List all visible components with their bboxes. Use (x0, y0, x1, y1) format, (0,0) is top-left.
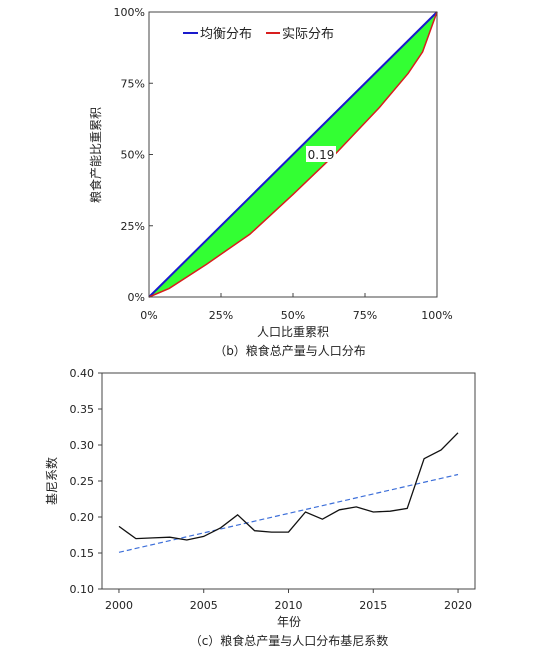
gini-y-tick-label: 0.20 (70, 511, 95, 524)
gini-y-tick-label: 0.15 (70, 547, 95, 560)
gini-y-tick-label: 0.25 (70, 475, 95, 488)
lorenz-caption: （b）粮食总产量与人口分布 (214, 343, 366, 358)
lorenz-y-tick-label: 0% (128, 291, 145, 304)
gini-trend-line (118, 473, 459, 553)
lorenz-x-tick-label: 50% (281, 309, 305, 322)
gini-y-tick-label: 0.10 (70, 583, 95, 596)
lorenz-y-tick-label: 100% (114, 6, 145, 19)
gini-x-tick-label: 2010 (275, 599, 303, 612)
lorenz-x-tick-label: 0% (140, 309, 157, 322)
gini-x-tick-label: 2020 (444, 599, 472, 612)
legend-label-actual: 实际分布 (282, 27, 334, 42)
lorenz-y-tick-label: 50% (121, 149, 145, 162)
gini-x-axis-label: 年份 (277, 615, 301, 629)
gini-chart: 2000 2005 2010 2015 2020 0.10 0.15 0.20 0.25 0.30… (44, 367, 476, 648)
gini-y-tick-label: 0.35 (70, 403, 95, 416)
gini-y-tick-label: 0.40 (70, 367, 95, 380)
lorenz-x-axis-label: 人口比重累积 (257, 325, 329, 339)
equal-distribution-line (148, 11, 438, 298)
lorenz-y-tick-label: 75% (121, 77, 145, 90)
gini-tick-labels: 2000 2005 2010 2015 2020 0.10 0.15 0.20 0.25 0.30… (70, 367, 473, 612)
lorenz-plot-frame (148, 11, 438, 298)
gini-plot-frame (101, 372, 476, 590)
lorenz-y-tick-label: 25% (121, 220, 145, 233)
gini-x-tick-label: 2005 (190, 599, 218, 612)
lorenz-y-axis-label: 粮食产能比重累积 (88, 107, 103, 203)
lorenz-tick-labels: 0% 25% 50% 75% 100% 0% 25% 50% 75% 100% (114, 6, 453, 322)
gini-series-line (118, 432, 459, 541)
lorenz-x-tick-label: 75% (353, 309, 377, 322)
gini-annotation: 0.19 (308, 148, 335, 162)
gini-annotation-box (306, 146, 336, 162)
lorenz-x-tick-label: 100% (421, 309, 452, 322)
gini-x-tick-label: 2015 (359, 599, 387, 612)
gini-y-axis-label: 基尼系数 (44, 457, 59, 505)
legend-label-equal: 均衡分布 (200, 27, 252, 42)
gini-y-tick-label: 0.30 (70, 439, 95, 452)
lorenz-x-tick-label: 25% (209, 309, 233, 322)
gini-caption: （c）粮食总产量与人口分布基尼系数 (190, 633, 389, 648)
lorenz-chart: 0% 25% 50% 75% 100% 0% 25% 50% 75% 100% 均衡分布 实际分布… (88, 6, 453, 358)
lorenz-legend: 均衡分布 实际分布 (183, 27, 334, 42)
gini-x-tick-label: 2000 (105, 599, 133, 612)
actual-distribution-line (148, 11, 438, 298)
